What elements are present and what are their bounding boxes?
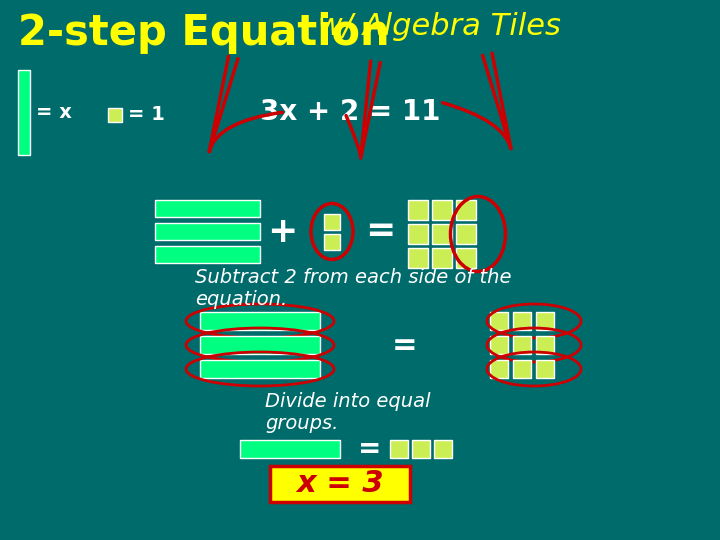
FancyBboxPatch shape	[432, 224, 452, 244]
FancyBboxPatch shape	[324, 213, 340, 230]
FancyBboxPatch shape	[432, 248, 452, 268]
Text: 3x + 2 = 11: 3x + 2 = 11	[260, 98, 441, 126]
FancyBboxPatch shape	[490, 336, 508, 354]
FancyBboxPatch shape	[324, 233, 340, 249]
FancyBboxPatch shape	[390, 440, 408, 458]
FancyBboxPatch shape	[536, 336, 554, 354]
FancyBboxPatch shape	[513, 312, 531, 330]
FancyBboxPatch shape	[536, 312, 554, 330]
Text: 2-step Equation: 2-step Equation	[18, 12, 390, 54]
FancyBboxPatch shape	[513, 336, 531, 354]
Text: equation.: equation.	[195, 290, 287, 309]
FancyBboxPatch shape	[200, 360, 320, 378]
Text: Divide into equal: Divide into equal	[265, 392, 431, 411]
FancyBboxPatch shape	[490, 360, 508, 378]
FancyBboxPatch shape	[408, 224, 428, 244]
FancyBboxPatch shape	[456, 200, 476, 220]
FancyBboxPatch shape	[456, 248, 476, 268]
FancyBboxPatch shape	[240, 440, 340, 458]
Text: +: +	[267, 214, 297, 248]
FancyBboxPatch shape	[408, 200, 428, 220]
FancyBboxPatch shape	[432, 200, 452, 220]
FancyBboxPatch shape	[513, 360, 531, 378]
FancyBboxPatch shape	[270, 466, 410, 502]
FancyBboxPatch shape	[18, 70, 30, 155]
Text: x = 3: x = 3	[296, 469, 384, 498]
Text: = x: = x	[36, 103, 72, 122]
Text: = 1: = 1	[128, 105, 165, 125]
Text: w/ Algebra Tiles: w/ Algebra Tiles	[308, 12, 561, 41]
Text: =: =	[365, 214, 395, 248]
FancyBboxPatch shape	[434, 440, 452, 458]
Text: Subtract 2 from each side of the: Subtract 2 from each side of the	[195, 268, 511, 287]
FancyBboxPatch shape	[200, 312, 320, 330]
FancyBboxPatch shape	[408, 248, 428, 268]
FancyBboxPatch shape	[155, 200, 260, 217]
FancyBboxPatch shape	[108, 108, 122, 122]
FancyBboxPatch shape	[456, 224, 476, 244]
FancyBboxPatch shape	[200, 336, 320, 354]
FancyBboxPatch shape	[155, 246, 260, 263]
FancyBboxPatch shape	[490, 312, 508, 330]
FancyBboxPatch shape	[412, 440, 430, 458]
Text: =: =	[359, 435, 382, 463]
Text: groups.: groups.	[265, 414, 338, 433]
FancyBboxPatch shape	[536, 360, 554, 378]
Text: =: =	[392, 330, 418, 360]
FancyBboxPatch shape	[155, 223, 260, 240]
